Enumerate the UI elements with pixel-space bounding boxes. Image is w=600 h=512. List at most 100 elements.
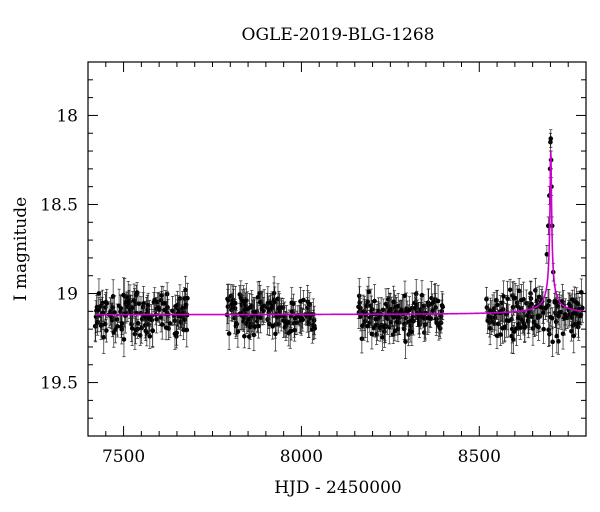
data-point [495,302,500,308]
data-point [225,304,231,309]
data-point [251,332,257,338]
data-point [516,288,522,294]
y-tick-label: 19 [56,285,78,305]
data-point [291,301,296,307]
data-point [575,324,581,330]
data-point [521,297,526,302]
data-point [509,333,515,339]
data-point [183,287,188,293]
data-point [235,329,241,334]
data-point [534,298,540,304]
data-point [433,305,438,310]
data-point [140,304,146,310]
data-point [546,327,551,333]
data-point [544,252,550,257]
data-point [419,292,425,298]
data-point [288,328,294,334]
data-point [135,320,141,326]
data-point [101,310,106,315]
data-point [552,300,557,305]
data-point [357,300,362,305]
data-point [271,290,277,296]
data-point [164,291,170,297]
data-point [159,322,165,327]
data-point [273,331,278,337]
data-point [112,310,117,315]
data-point [440,304,446,310]
data-point [528,291,533,296]
data-point [115,324,120,329]
data-point [174,330,180,336]
data-point [150,328,156,334]
data-point [502,324,508,330]
data-point [233,300,238,306]
data-point [548,136,554,141]
data-point [554,333,560,339]
data-point [530,314,535,320]
data-point [409,329,415,335]
y-axis: 18 18.5 19 19.5 [40,61,586,437]
data-point [575,301,581,306]
data-point [242,334,247,339]
data-point [226,298,231,303]
data-point [492,315,498,320]
data-point [96,307,101,313]
data-point [511,329,517,334]
model-curve [95,151,587,316]
data-point [541,310,546,315]
data-point [372,298,377,304]
data-point [170,308,175,314]
data-point [292,327,297,333]
data-point [365,299,371,305]
data-point [256,323,261,329]
data-point [157,307,162,312]
data-point [500,300,505,306]
data-point [553,319,559,325]
data-point [510,304,516,310]
data-point [528,296,534,301]
data-point [104,328,109,333]
data-point [580,305,585,311]
y-axis-label: I magnitude [11,197,31,301]
data-point [149,317,155,323]
data-point [135,326,140,332]
data-point [244,298,249,303]
data-point [234,321,240,327]
data-point [548,139,553,145]
data-point [402,293,408,298]
data-point [277,308,282,314]
data-point [129,326,135,331]
data-point [389,306,394,312]
data-point [512,295,518,301]
x-axis: 7500 8000 8500 [87,62,587,467]
data-point [505,296,510,302]
y-tick-label: 18 [56,106,78,126]
data-point [403,339,408,344]
data-point [185,295,190,301]
data-point [571,333,577,339]
data-point [484,297,489,302]
data-point [356,293,362,299]
data-point [545,303,551,308]
data-point [563,312,568,317]
data-point [312,326,318,331]
data-point [141,301,146,306]
data-point [300,317,306,323]
data-point [154,317,159,322]
data-point [121,337,127,342]
data-point [118,306,124,311]
data-point [541,326,546,332]
data-point [550,339,555,345]
x-tick-label: 7500 [102,447,145,467]
data-point [129,322,134,327]
model-layer [95,151,587,316]
data-point [435,298,441,304]
data-point [380,335,385,340]
data-point [498,332,503,337]
data-point [102,321,108,327]
data-point [167,321,173,326]
data-point [494,297,499,303]
x-tick-label: 8000 [280,447,323,467]
data-point [370,307,375,312]
